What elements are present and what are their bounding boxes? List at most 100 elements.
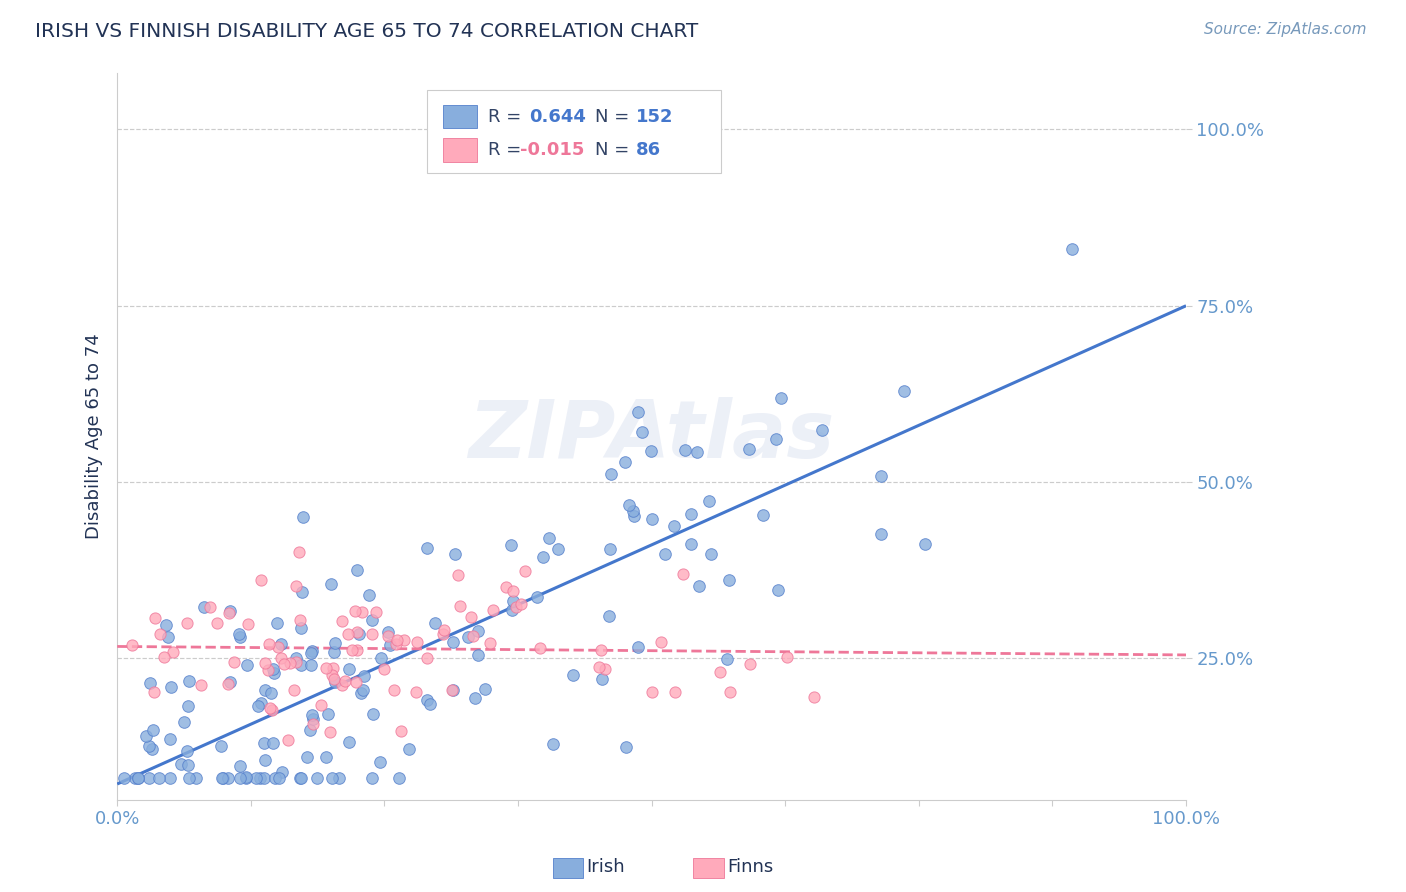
Point	[335, 674, 357, 689]
Text: Irish: Irish	[586, 858, 624, 876]
Text: N =: N =	[595, 108, 636, 126]
Point	[641, 685, 664, 699]
Point	[254, 753, 277, 767]
Point	[621, 504, 644, 518]
Point	[415, 541, 437, 555]
Point	[141, 741, 163, 756]
Point	[361, 613, 384, 627]
Point	[337, 662, 360, 676]
Point	[270, 651, 292, 665]
Point	[591, 642, 613, 657]
Point	[449, 599, 471, 614]
Point	[623, 508, 645, 523]
Point	[614, 455, 637, 469]
Point	[170, 757, 193, 772]
Point	[630, 425, 652, 439]
Point	[162, 645, 184, 659]
Point	[159, 772, 181, 786]
Point	[253, 736, 276, 750]
Text: Source: ZipAtlas.com: Source: ZipAtlas.com	[1204, 22, 1367, 37]
Point	[305, 772, 328, 786]
Point	[752, 508, 775, 523]
Point	[641, 512, 664, 526]
Point	[209, 739, 232, 753]
Point	[595, 662, 617, 676]
Point	[377, 629, 399, 643]
Point	[290, 622, 312, 636]
Point	[250, 573, 273, 587]
Point	[699, 493, 721, 508]
Point	[344, 675, 367, 690]
Point	[337, 734, 360, 748]
Point	[285, 579, 308, 593]
Point	[325, 636, 347, 650]
Point	[138, 772, 160, 786]
Point	[768, 582, 790, 597]
Point	[495, 580, 517, 594]
Point	[360, 627, 382, 641]
Point	[263, 666, 285, 681]
Point	[382, 682, 405, 697]
Point	[330, 614, 353, 628]
Point	[253, 772, 276, 786]
Point	[627, 405, 650, 419]
Point	[229, 631, 252, 645]
Point	[235, 770, 257, 784]
Text: 86: 86	[636, 141, 661, 159]
Point	[207, 615, 229, 630]
Point	[419, 697, 441, 711]
Point	[346, 624, 368, 639]
Point	[229, 759, 252, 773]
Point	[718, 685, 741, 699]
Point	[432, 627, 454, 641]
Point	[155, 618, 177, 632]
Point	[347, 627, 370, 641]
Point	[262, 661, 284, 675]
Point	[769, 391, 792, 405]
Point	[441, 682, 464, 697]
Point	[513, 564, 536, 578]
Point	[328, 772, 350, 786]
Point	[159, 680, 181, 694]
Point	[803, 690, 825, 705]
Point	[385, 632, 408, 647]
Point	[149, 626, 172, 640]
Point	[112, 772, 135, 786]
Point	[502, 583, 524, 598]
Point	[342, 643, 364, 657]
Point	[765, 432, 787, 446]
Point	[423, 615, 446, 630]
Point	[673, 442, 696, 457]
Point	[389, 724, 412, 739]
Point	[352, 682, 374, 697]
Point	[654, 547, 676, 561]
Text: R =: R =	[488, 141, 527, 159]
Point	[599, 541, 621, 556]
Point	[249, 772, 271, 786]
Point	[235, 657, 257, 672]
Point	[461, 629, 484, 643]
Point	[257, 637, 280, 651]
Point	[700, 547, 723, 561]
Point	[250, 696, 273, 710]
Point	[600, 467, 623, 482]
Point	[228, 627, 250, 641]
Point	[285, 655, 308, 669]
Point	[385, 637, 408, 651]
Point	[591, 672, 613, 686]
Point	[142, 723, 165, 737]
Point	[190, 678, 212, 692]
Point	[321, 668, 343, 682]
Point	[301, 712, 323, 726]
Point	[259, 700, 281, 714]
Point	[467, 648, 489, 662]
Point	[290, 657, 312, 672]
Point	[870, 468, 893, 483]
Text: -0.015: -0.015	[520, 141, 585, 159]
Point	[464, 690, 486, 705]
Point	[290, 772, 312, 786]
Point	[718, 573, 741, 587]
Point	[350, 605, 373, 619]
Point	[433, 623, 456, 637]
Point	[870, 527, 893, 541]
